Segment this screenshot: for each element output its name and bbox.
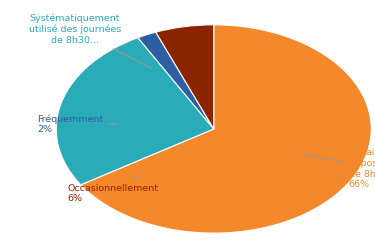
Wedge shape — [156, 25, 214, 129]
Text: Systématiquement
utilisé des journées
de 8h30...: Systématiquement utilisé des journées de… — [29, 14, 151, 68]
Text: Jamais utilisé
la possibilité
de 8h30
66%: Jamais utilisé la possibilité de 8h30 66… — [303, 148, 375, 189]
Wedge shape — [81, 25, 371, 233]
Text: Occasionnellement
6%: Occasionnellement 6% — [68, 175, 159, 203]
Wedge shape — [138, 32, 214, 129]
Text: Fréquemment
2%: Fréquemment 2% — [38, 114, 117, 134]
Wedge shape — [56, 38, 214, 185]
